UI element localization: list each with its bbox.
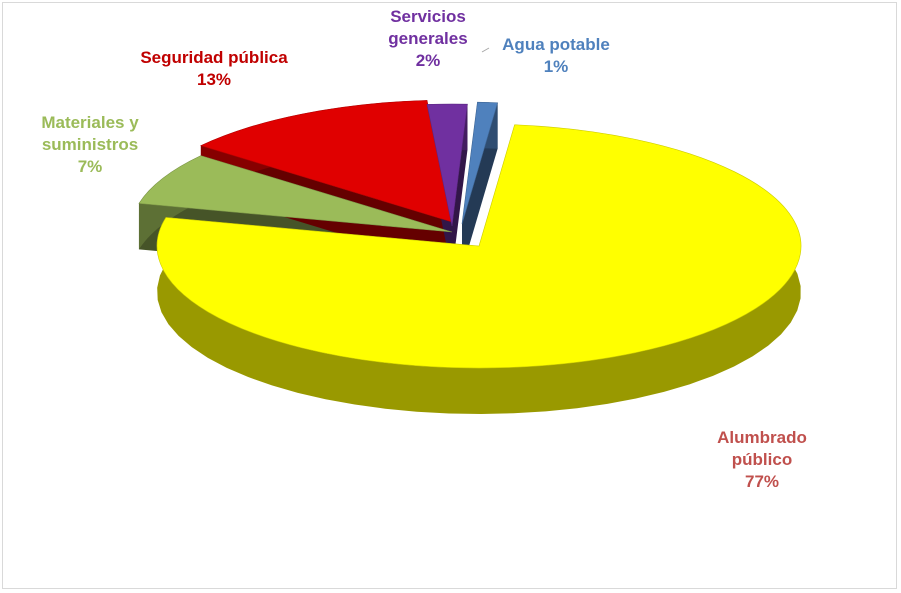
pie-tops [138,100,802,369]
pie-slice-2 [200,100,453,223]
slice-label-1: Materiales y suministros 7% [41,113,139,176]
pie-slice-3 [426,103,468,227]
pie-slice-4 [461,101,498,225]
slice-label-0: Alumbrado público 77% [717,428,807,491]
pie-slice-1 [138,155,453,233]
slice-label-4: Agua potable 1% [502,35,610,76]
pie-slice-0 [156,124,802,369]
slice-label-2: Seguridad pública 13% [140,48,288,89]
slice-label-3: Servicios generales 2% [388,7,467,70]
pie-labels: Alumbrado público 77% Materiales y suministr… [41,7,807,491]
leader-line-agua [481,47,490,53]
